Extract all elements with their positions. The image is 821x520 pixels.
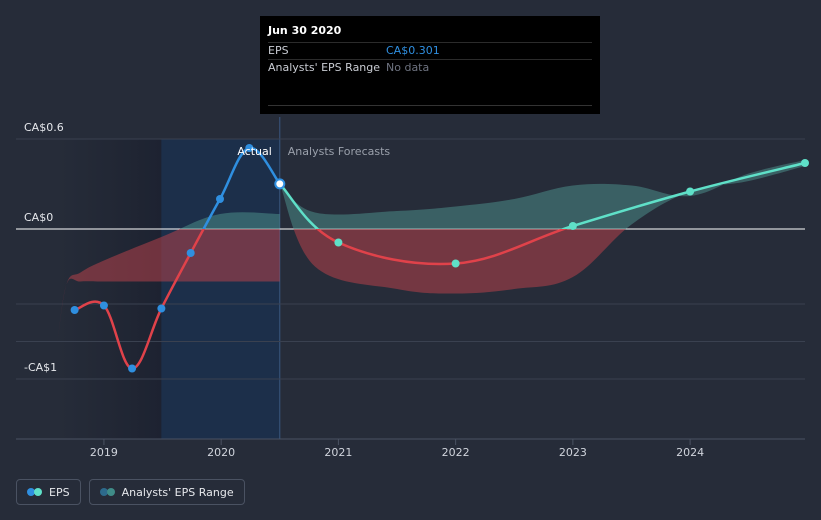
actual-label: Actual bbox=[237, 145, 271, 158]
eps-forecast-point[interactable] bbox=[568, 222, 577, 230]
chart-legend: EPS Analysts' EPS Range bbox=[16, 479, 245, 505]
analyst-range-forecast-positive bbox=[279, 160, 805, 229]
tooltip-range-label: Analysts' EPS Range bbox=[268, 61, 381, 74]
eps-legend-icon bbox=[27, 488, 43, 496]
analyst-range-actual-negative bbox=[57, 229, 280, 346]
eps-actual-point[interactable] bbox=[128, 364, 137, 373]
x-tick-label: 2019 bbox=[90, 446, 118, 459]
legend-range-label: Analysts' EPS Range bbox=[121, 485, 234, 499]
eps-forecast-line-positive bbox=[278, 161, 806, 229]
tooltip-eps-label: EPS bbox=[268, 44, 289, 57]
eps-selected-point[interactable] bbox=[274, 178, 286, 190]
eps-forecast-point[interactable] bbox=[334, 238, 343, 247]
legend-eps-toggle[interactable]: EPS bbox=[16, 479, 81, 505]
eps-actual-point[interactable] bbox=[99, 301, 108, 310]
eps-actual-line-negative bbox=[74, 229, 205, 370]
eps-actual-point[interactable] bbox=[215, 195, 224, 203]
tooltip-row-range: Analysts' EPS Range No data bbox=[268, 59, 592, 76]
legend-range-toggle[interactable]: Analysts' EPS Range bbox=[88, 479, 245, 505]
past-region-shade bbox=[56, 139, 162, 439]
tooltip-divider bbox=[268, 105, 592, 106]
x-tick-label: 2021 bbox=[324, 446, 352, 459]
x-tick-label: 2020 bbox=[207, 446, 235, 459]
y-axis-label: CA$0 bbox=[24, 211, 53, 224]
actual-region-highlight bbox=[161, 139, 280, 439]
x-tick-label: 2023 bbox=[559, 446, 587, 459]
tooltip-date: Jun 30 2020 bbox=[268, 24, 342, 37]
x-tick-label: 2024 bbox=[676, 446, 704, 459]
range-legend-icon bbox=[99, 488, 116, 496]
legend-eps-label: EPS bbox=[49, 485, 70, 499]
analyst-range-forecast-negative bbox=[293, 229, 626, 294]
y-axis-label: -CA$1 bbox=[24, 361, 57, 374]
eps-actual-point[interactable] bbox=[245, 144, 254, 152]
eps-actual-point[interactable] bbox=[70, 306, 79, 314]
eps-actual-line-positive bbox=[202, 146, 281, 229]
eps-actual-point[interactable] bbox=[157, 304, 166, 313]
forecast-label: Analysts Forecasts bbox=[288, 145, 391, 158]
eps-actual-point[interactable] bbox=[186, 249, 195, 257]
x-tick-label: 2022 bbox=[442, 446, 470, 459]
eps-forecast-point[interactable] bbox=[801, 159, 809, 167]
eps-tooltip: Jun 30 2020 EPS CA$0.301 Analysts' EPS R… bbox=[260, 16, 600, 114]
y-axis-label: CA$0.6 bbox=[24, 121, 64, 134]
eps-forecast-point[interactable] bbox=[451, 259, 460, 268]
tooltip-eps-value: CA$0.301 bbox=[386, 44, 440, 57]
tooltip-row-eps: EPS CA$0.301 bbox=[268, 42, 592, 59]
tooltip-range-value: No data bbox=[386, 61, 430, 74]
eps-forecast-point[interactable] bbox=[686, 187, 695, 196]
